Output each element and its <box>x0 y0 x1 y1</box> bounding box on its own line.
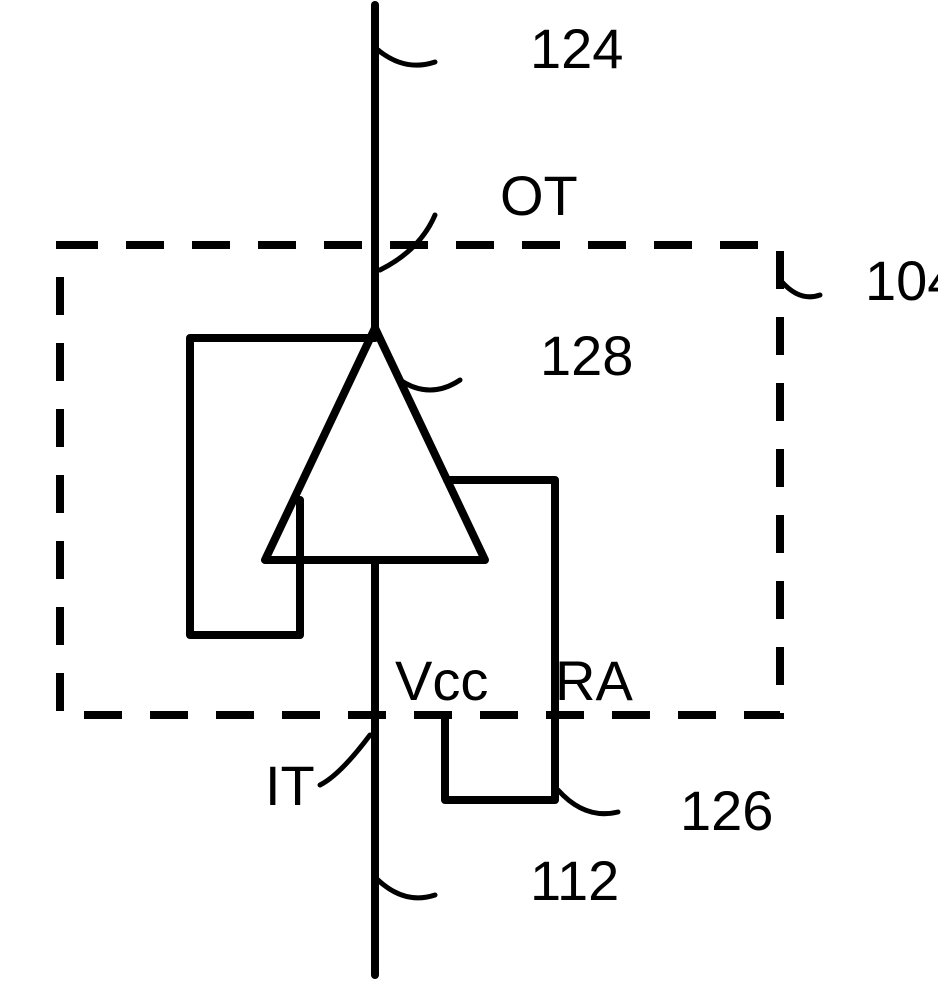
label-ra: RA <box>555 649 633 712</box>
label-128: 128 <box>540 324 633 387</box>
label-126: 126 <box>680 779 773 842</box>
label-it: IT <box>265 754 315 817</box>
label-vcc: Vcc <box>395 649 488 712</box>
label-ot: OT <box>500 164 578 227</box>
label-124: 124 <box>530 17 623 80</box>
label-104: 104 <box>865 249 938 312</box>
label-112: 112 <box>530 849 619 912</box>
canvas-bg <box>0 0 938 983</box>
